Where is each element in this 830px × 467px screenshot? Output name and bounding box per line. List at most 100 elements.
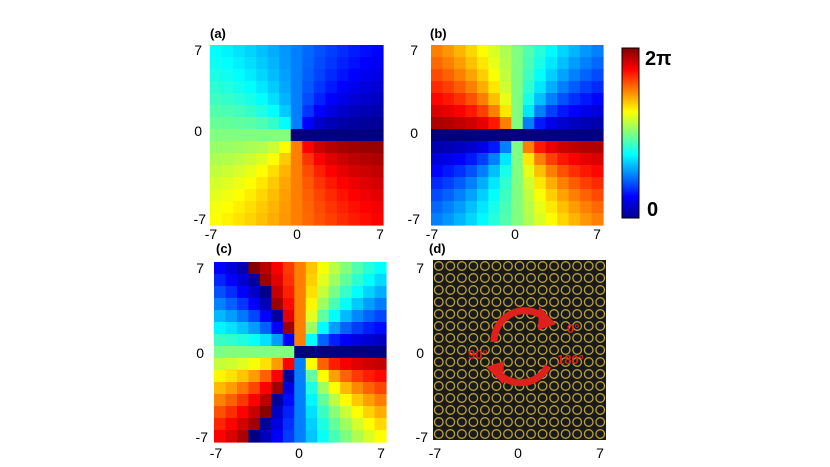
panel-d-xtick-mid: 0	[514, 445, 522, 461]
heatmap-cell	[557, 93, 570, 106]
heatmap-cell	[499, 81, 512, 94]
heatmap-cell	[236, 322, 249, 335]
heatmap-cell	[328, 382, 341, 395]
heatmap-cell	[325, 141, 338, 154]
arrow-top-arc	[490, 307, 548, 343]
heatmap-cell	[336, 165, 349, 178]
heatmap-cell	[374, 262, 387, 275]
heatmap-cell	[534, 93, 547, 106]
heatmap-cell	[591, 129, 604, 142]
ring-element	[445, 321, 456, 331]
heatmap-cell	[431, 105, 444, 118]
heatmap-cell	[351, 346, 364, 359]
heatmap-cell	[359, 69, 373, 82]
panel-a-ytick-bottom: -7	[194, 211, 207, 227]
ring-element	[560, 381, 571, 391]
heatmap-cell	[476, 213, 489, 226]
ring-element	[468, 369, 479, 379]
heatmap-cell	[313, 105, 326, 118]
heatmap-cell	[282, 430, 295, 443]
ring-element	[433, 357, 444, 367]
heatmap-cell	[453, 141, 466, 154]
ring-element	[433, 429, 444, 439]
heatmap-cell	[279, 129, 292, 142]
panel-a-ytick-mid: 0	[194, 123, 202, 139]
heatmap-cell	[267, 81, 280, 94]
heatmap-cell	[351, 262, 364, 275]
heatmap-cell	[244, 177, 257, 190]
colorbar-min-label: 0	[647, 199, 658, 221]
heatmap-cell	[225, 262, 238, 275]
heatmap-cell	[431, 93, 444, 106]
heatmap-cell	[248, 418, 261, 431]
ring-element	[445, 333, 456, 343]
heatmap-cell	[557, 177, 570, 190]
heatmap-cell	[488, 93, 501, 106]
ring-element	[583, 429, 594, 439]
ring-element	[491, 381, 502, 391]
ring-element	[549, 429, 560, 439]
heatmap-cell	[363, 298, 376, 311]
ring-element	[549, 297, 560, 307]
heatmap-cell	[359, 177, 373, 190]
heatmap-cell	[359, 153, 373, 166]
ring-element	[549, 417, 560, 427]
heatmap-cell	[233, 93, 246, 106]
heatmap-cell	[371, 81, 384, 94]
heatmap-cell	[348, 201, 361, 214]
heatmap-cell	[351, 382, 364, 395]
heatmap-cell	[233, 105, 246, 118]
heatmap-cell	[302, 129, 315, 142]
heatmap-cell	[259, 430, 272, 443]
heatmap-cell	[453, 201, 466, 214]
heatmap-cell	[279, 201, 292, 214]
heatmap-cell	[290, 141, 303, 154]
heatmap-cell	[302, 105, 315, 118]
heatmap-cell	[290, 129, 303, 142]
heatmap-cell	[557, 81, 570, 94]
heatmap-cell	[259, 262, 272, 275]
ring-element	[560, 417, 571, 427]
heatmap-cell	[236, 406, 249, 419]
heatmap-cell	[328, 418, 341, 431]
heatmap-cell	[534, 81, 547, 94]
heatmap-cell	[236, 298, 249, 311]
heatmap-cell	[214, 382, 227, 395]
heatmap-cell	[568, 57, 581, 70]
heatmap-cell	[282, 286, 295, 299]
heatmap-cell	[340, 298, 353, 311]
heatmap-cell	[214, 406, 227, 419]
heatmap-cell	[290, 177, 303, 190]
ring-element	[468, 309, 479, 319]
heatmap-cell	[267, 105, 280, 118]
heatmap-cell	[328, 334, 341, 347]
heatmap-cell	[290, 165, 303, 178]
heatmap-cell	[371, 129, 384, 142]
heatmap-cell	[476, 189, 489, 202]
heatmap-cell	[348, 141, 361, 154]
heatmap-cell	[557, 153, 570, 166]
heatmap-cell	[351, 358, 364, 371]
heatmap-cell	[328, 370, 341, 383]
ring-element	[583, 285, 594, 295]
ring-element	[526, 333, 536, 343]
heatmap-cell	[244, 93, 257, 106]
heatmap-cell	[465, 57, 478, 70]
heatmap-cell	[302, 93, 315, 106]
ring-element	[595, 429, 606, 439]
ring-element	[583, 345, 594, 355]
ring-element	[537, 273, 548, 283]
panel-a-xtick-right: 7	[376, 226, 384, 242]
heatmap-cell	[210, 177, 223, 190]
heatmap-cell	[282, 310, 295, 323]
heatmap-cell	[248, 274, 261, 287]
panel-d: (d) 0° 90° 180° 7 0 -7 -7 0 7	[416, 241, 606, 461]
heatmap-cell	[340, 430, 353, 443]
ring-element	[479, 369, 490, 379]
heatmap-cell	[210, 57, 223, 70]
heatmap-cell	[591, 57, 604, 70]
heatmap-cell	[511, 69, 524, 82]
ring-element	[514, 333, 525, 343]
heatmap-cell	[351, 322, 364, 335]
heatmap-cell	[359, 213, 373, 226]
